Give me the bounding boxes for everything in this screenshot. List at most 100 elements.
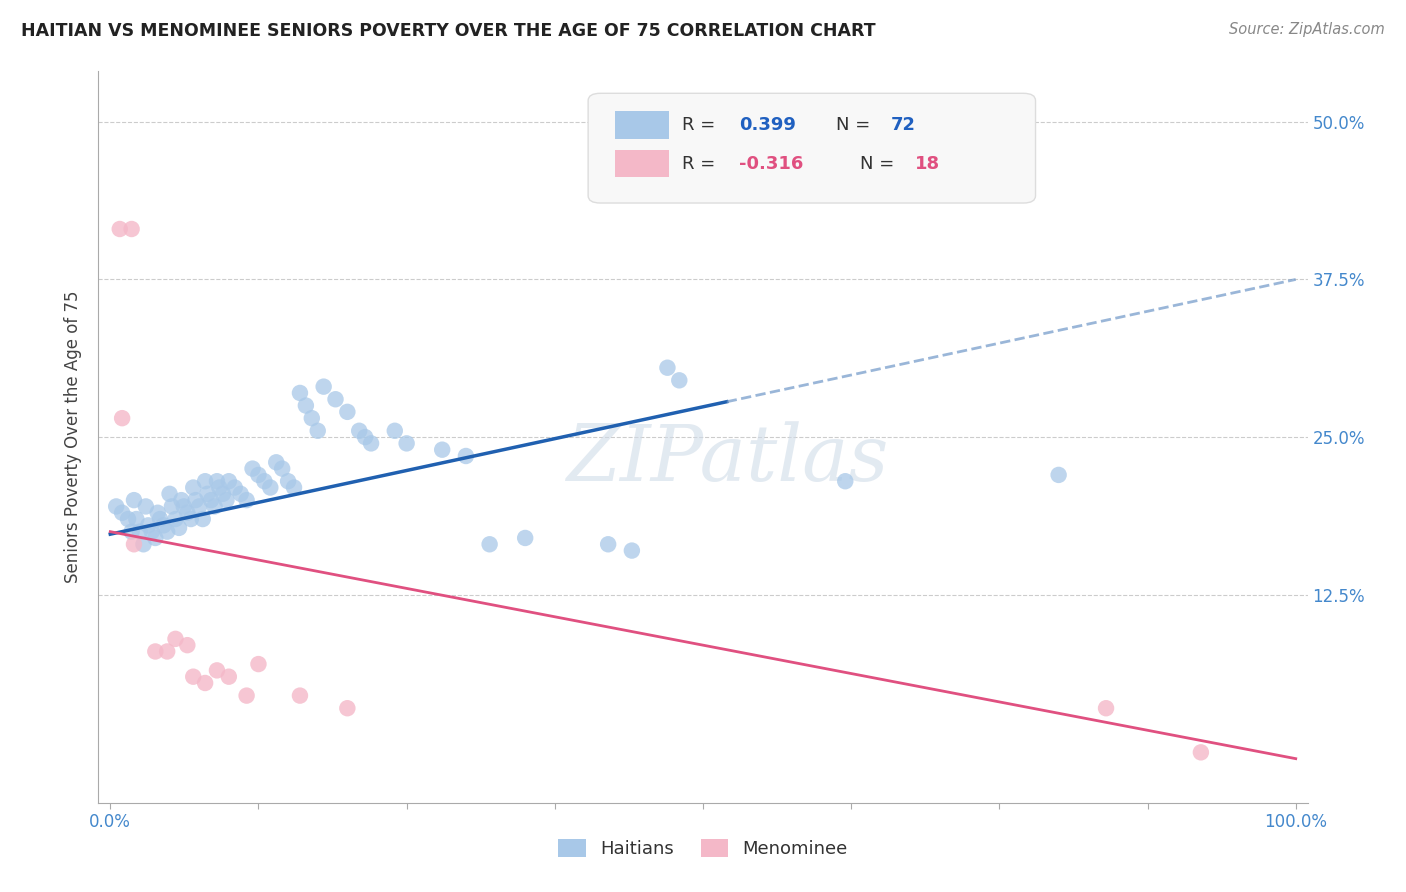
Point [288,689,311,703]
Point [159,487,181,501]
Point [170,493,193,508]
Point [149,512,172,526]
Point [478,537,501,551]
Text: 72: 72 [890,116,915,134]
Point [146,506,169,520]
Point [111,506,134,520]
Point [515,531,537,545]
Point [253,474,276,488]
Point [218,670,240,684]
Point [271,461,294,475]
Point [188,500,211,514]
Point [384,424,406,438]
Point [668,373,690,387]
Point [215,493,238,508]
Point [598,537,620,551]
Point [307,424,329,438]
Point [180,512,202,526]
Point [235,493,257,508]
Point [204,500,226,514]
Point [295,399,318,413]
Point [173,500,195,514]
Point [283,481,305,495]
Point [181,481,204,495]
Point [288,386,311,401]
Point [141,524,163,539]
Point [197,487,219,501]
Point [264,455,287,469]
Point [135,500,157,514]
Point [336,701,359,715]
Point [125,512,148,526]
Point [165,632,187,646]
Text: 18: 18 [915,154,939,172]
Point [136,518,159,533]
Point [325,392,347,407]
Point [105,500,128,514]
Point [247,657,270,671]
Point [117,512,139,526]
Point [336,405,359,419]
Point [111,411,134,425]
Legend: Haitians, Menominee: Haitians, Menominee [550,830,856,867]
Point [620,543,643,558]
Point [229,487,252,501]
Point [156,644,179,658]
Point [242,461,264,475]
Point [143,644,166,658]
Point [1189,745,1212,759]
Bar [614,150,669,178]
FancyBboxPatch shape [588,94,1035,203]
Point [360,436,382,450]
Point [167,521,190,535]
Point [1047,467,1070,482]
Text: 0.399: 0.399 [740,116,796,134]
Text: HAITIAN VS MENOMINEE SENIORS POVERTY OVER THE AGE OF 75 CORRELATION CHART: HAITIAN VS MENOMINEE SENIORS POVERTY OVE… [21,22,876,40]
Point [259,481,281,495]
Text: ZIPatlas: ZIPatlas [567,421,889,497]
Point [1095,701,1118,715]
Point [657,360,679,375]
Text: Source: ZipAtlas.com: Source: ZipAtlas.com [1229,22,1385,37]
Point [165,512,187,526]
Bar [614,111,669,138]
Text: -0.316: -0.316 [740,154,804,172]
Point [200,493,222,508]
Point [108,222,131,236]
Text: N =: N = [837,116,876,134]
Point [347,424,370,438]
Y-axis label: Seniors Poverty Over the Age of 75: Seniors Poverty Over the Age of 75 [63,291,82,583]
Point [208,481,231,495]
Point [176,638,198,652]
Point [432,442,454,457]
Text: R =: R = [682,154,721,172]
Point [181,670,204,684]
Point [247,467,270,482]
Point [194,474,217,488]
Text: N =: N = [860,154,900,172]
Point [205,474,228,488]
Point [191,512,214,526]
Point [176,506,198,520]
Point [121,524,143,539]
Point [454,449,477,463]
Point [205,664,228,678]
Point [277,474,299,488]
Point [132,537,155,551]
Point [834,474,856,488]
Point [152,518,174,533]
Point [156,524,179,539]
Point [224,481,246,495]
Point [301,411,323,425]
Point [122,537,145,551]
Point [184,493,207,508]
Point [354,430,377,444]
Point [121,222,143,236]
Point [212,487,235,501]
Point [395,436,418,450]
Point [129,524,152,539]
Point [218,474,240,488]
Text: R =: R = [682,116,721,134]
Point [143,531,166,545]
Point [122,493,145,508]
